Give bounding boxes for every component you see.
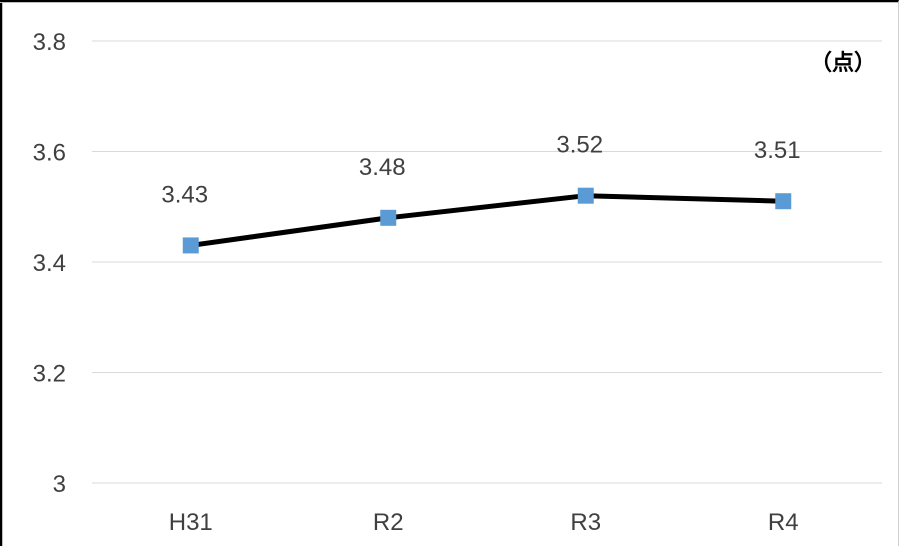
data-point-marker (577, 187, 594, 204)
y-tick-label: 3.4 (33, 250, 66, 277)
data-label: 3.52 (556, 132, 603, 159)
y-tick-label: 3.6 (33, 140, 66, 167)
x-tick-label: H31 (169, 509, 213, 536)
series (190, 193, 784, 248)
data-labels: 3.43 3.48 3.52 3.51 (161, 132, 800, 209)
frame-edge-top (0, 2, 899, 3)
series-line (190, 193, 784, 248)
y-tick-label: 3.8 (33, 29, 66, 56)
markers (182, 187, 792, 254)
data-point-marker (775, 193, 792, 210)
data-label: 3.51 (754, 137, 801, 164)
data-label: 3.48 (359, 154, 406, 181)
data-point-marker (182, 237, 199, 254)
y-tick-label: 3.2 (33, 361, 66, 388)
gridlines (92, 40, 882, 484)
unit-label: （点） (810, 50, 876, 76)
y-axis-tick-labels: 3 3.2 3.4 3.6 3.8 (33, 29, 66, 498)
x-tick-label: R3 (570, 509, 601, 536)
data-point-marker (380, 209, 397, 226)
x-axis-tick-labels: H31 R2 R3 R4 (169, 509, 799, 536)
y-tick-label: 3 (53, 471, 66, 498)
data-label: 3.43 (161, 181, 208, 208)
frame-edge-left (2, 2, 3, 546)
x-tick-label: R2 (373, 509, 404, 536)
x-tick-label: R4 (768, 509, 799, 536)
